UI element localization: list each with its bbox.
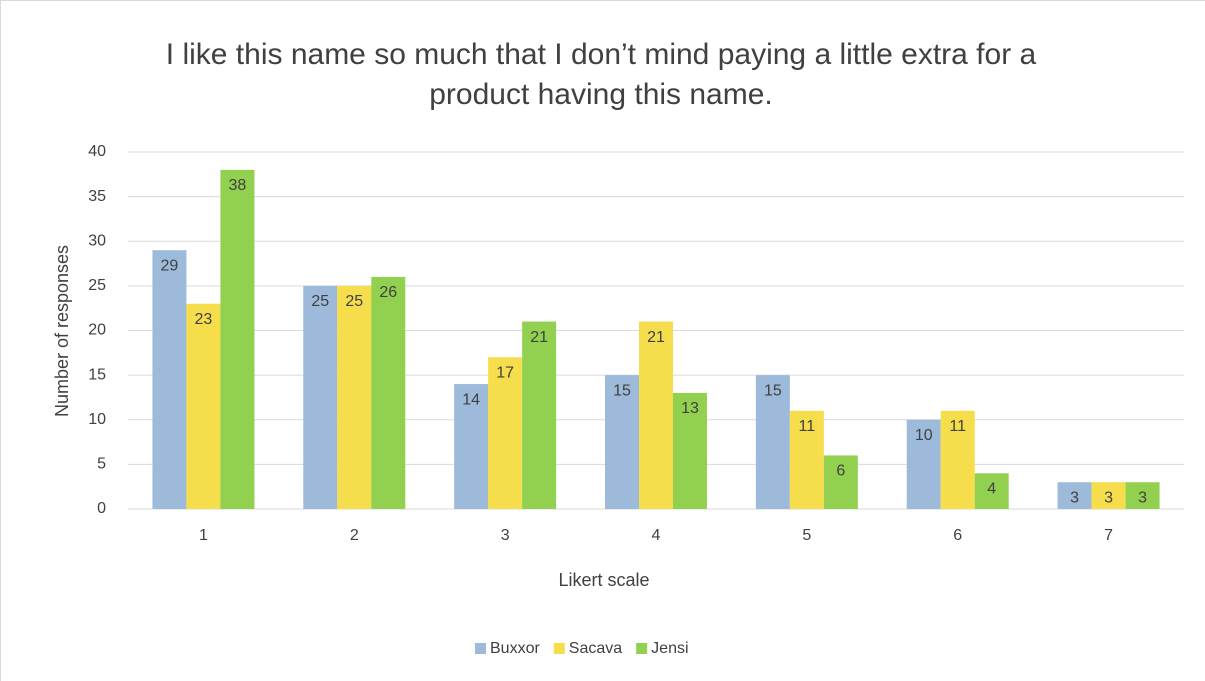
bar [454,384,489,509]
y-tick-label: 15 [88,366,106,383]
y-axis-label: Number of responses [52,245,72,417]
y-tick-label: 25 [88,277,106,294]
legend-swatch [475,643,486,654]
bar [1057,482,1092,509]
data-label: 13 [681,400,699,417]
y-tick-label: 0 [97,500,106,517]
x-tick-label: 4 [652,527,661,544]
data-label: 25 [311,293,329,310]
data-label: 4 [987,481,996,498]
legend-label: Buxxor [490,640,540,657]
bar [186,303,221,509]
bar [220,169,255,509]
data-label: 3 [1104,489,1113,506]
chart-title: I like this name so much that I don’t mi… [165,38,1037,111]
y-tick-label: 35 [88,188,106,205]
y-tick-label: 20 [88,322,106,339]
bar [605,375,639,509]
x-tick-label: 2 [350,527,359,544]
y-tick-label: 10 [88,411,106,428]
data-label: 26 [379,284,397,301]
bar [303,285,338,509]
bar [371,276,406,509]
data-label: 23 [195,311,213,328]
data-label: 21 [647,329,665,346]
bar [974,473,1009,509]
data-label: 25 [345,293,363,310]
data-label: 14 [462,391,480,408]
bar [940,410,975,509]
data-label: 21 [530,329,548,346]
data-label: 38 [229,177,247,194]
y-tick-label: 5 [97,456,106,473]
x-tick-label: 6 [953,527,962,544]
data-label: 6 [836,463,845,480]
bar [488,357,523,509]
bar [639,321,673,509]
legend-swatch [553,643,565,654]
bar [337,285,372,509]
x-tick-label: 5 [802,527,811,544]
legend-swatch [636,643,648,654]
data-label: 15 [764,382,782,399]
x-tick-label: 1 [199,527,208,544]
bar [1091,482,1126,509]
data-label: 17 [496,364,514,381]
x-tick-label: 3 [501,527,510,544]
bar [823,455,858,509]
bar [673,392,707,509]
data-label: 3 [1138,489,1147,506]
bar [789,410,824,509]
bar [152,250,187,510]
x-axis-label: Likert scale [558,570,649,590]
x-tick-label: 7 [1104,527,1113,544]
data-label: 29 [161,257,179,274]
data-label: 15 [613,382,631,399]
bar [906,419,941,509]
data-label: 11 [949,418,966,435]
legend-label: Sacava [569,640,622,657]
legend-label: Jensi [651,640,688,657]
bar [522,321,557,509]
y-tick-label: 40 [88,143,106,160]
data-label: 11 [799,418,816,435]
bar [755,375,790,509]
bar [1125,482,1160,509]
y-tick-label: 30 [88,232,106,249]
data-label: 10 [915,427,933,444]
data-label: 3 [1070,489,1079,506]
